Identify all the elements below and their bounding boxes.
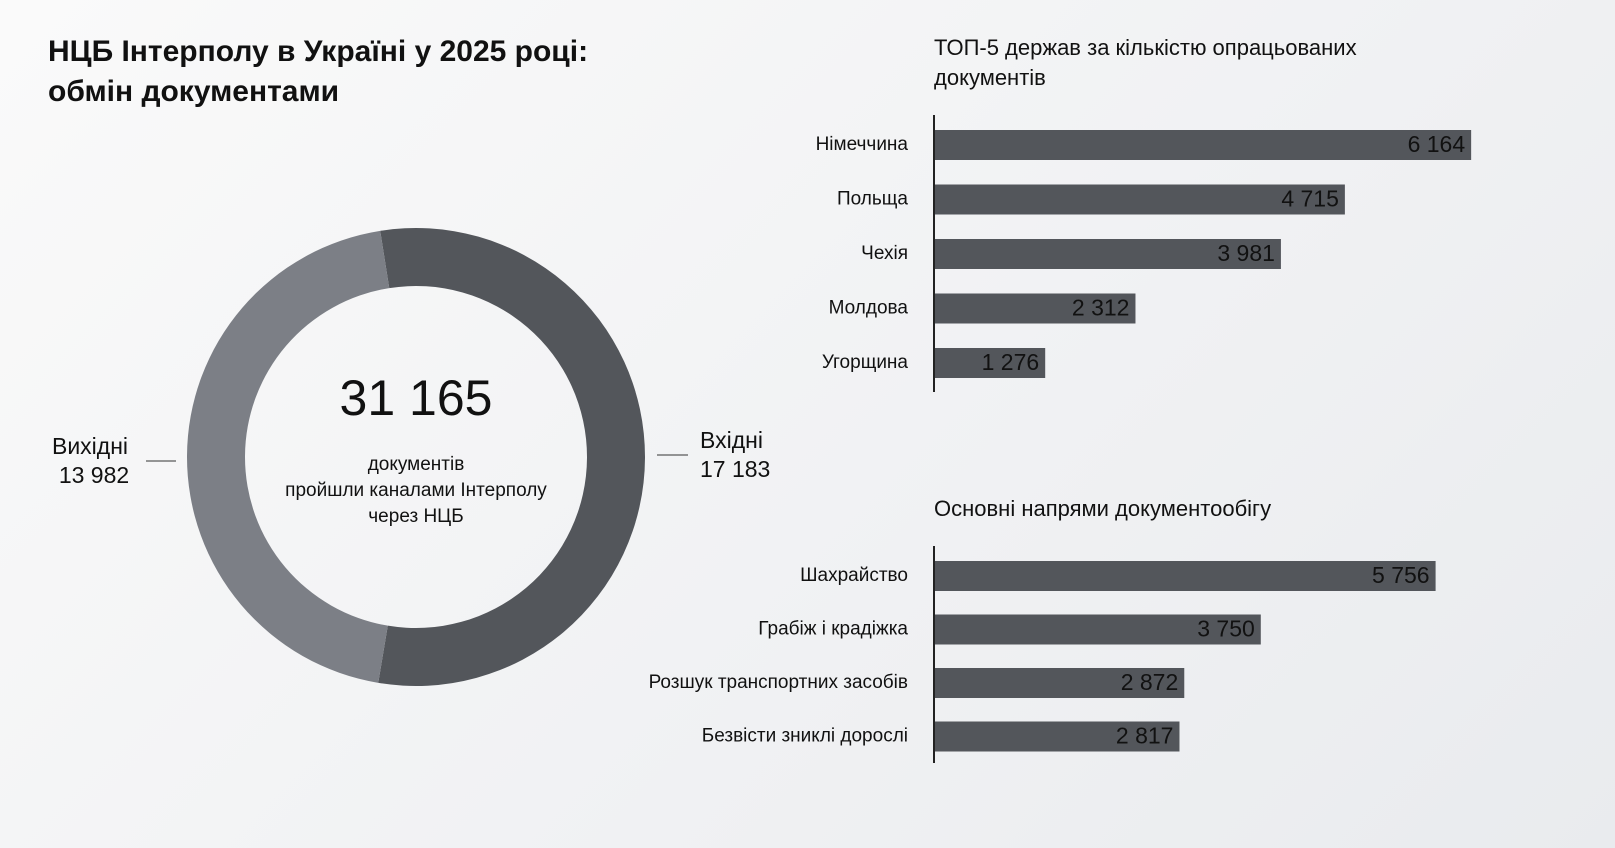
bar [934,239,1281,269]
bar-value-label: 2 312 [1072,295,1130,321]
category-label: Чехія [861,243,908,264]
bar-value-label: 1 276 [982,349,1040,375]
center-text: через НЦБ [368,506,463,527]
total-value: 31 165 [340,370,493,426]
bar-value-label: 2 817 [1116,723,1174,749]
bar-value-label: 5 756 [1372,562,1430,588]
donut-segment [378,228,646,686]
category-label: Польща [837,189,908,210]
category-label: Розшук транспортних засобів [649,672,908,693]
category-label: Шахрайство [800,565,908,586]
category-label: Безвісти зниклі дорослі [702,726,908,747]
bar [934,348,1046,378]
bar [934,130,1472,160]
center-text: документів [368,454,465,475]
donut-segment [187,230,390,683]
segment-label: Вихідні [52,433,128,459]
bar-value-label: 2 872 [1121,669,1179,695]
chart-title: Основні напрями документообігу [934,496,1272,521]
bar-value-label: 3 750 [1197,616,1255,642]
chart-title: ТОП-5 держав за кількістю опрацьованих д… [934,35,1357,90]
segment-value: 13 982 [59,462,129,488]
page-title: НЦБ Інтерполу в Україні у 2025 році: обм… [48,35,589,108]
category-label: Грабіж і крадіжка [758,619,908,640]
category-label: Молдова [829,298,909,319]
segment-label: Вхідні [700,427,763,453]
bar [934,561,1436,591]
bar [934,293,1136,324]
center-text: пройшли каналами Інтерполу [285,480,547,501]
bar [934,184,1345,215]
bar [934,721,1180,752]
category-label: Німеччина [816,134,909,155]
bar-value-label: 4 715 [1281,186,1339,212]
bar [934,668,1185,698]
segment-value: 17 183 [700,456,770,482]
bar-value-label: 3 981 [1217,240,1275,266]
bar [934,614,1261,645]
bar-value-label: 6 164 [1408,131,1466,157]
category-label: Угорщина [822,352,909,373]
